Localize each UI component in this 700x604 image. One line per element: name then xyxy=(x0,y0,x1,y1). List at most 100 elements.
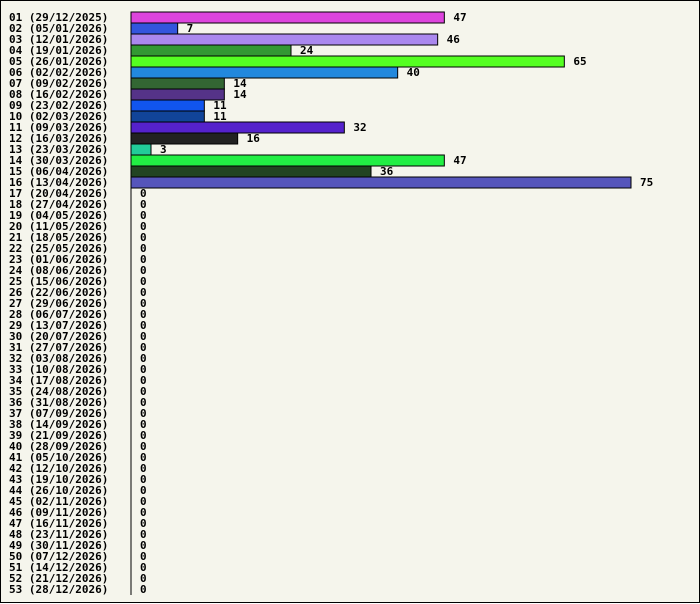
category-label: 11 (09/03/2026) xyxy=(9,121,108,134)
value-label: 0 xyxy=(140,264,147,277)
value-label: 0 xyxy=(140,341,147,354)
category-label: 08 (16/02/2026) xyxy=(9,88,108,101)
value-label: 0 xyxy=(140,451,147,464)
category-label: 49 (30/11/2026) xyxy=(9,539,108,552)
category-label: 30 (20/07/2026) xyxy=(9,330,108,343)
value-label: 7 xyxy=(187,22,194,35)
category-label: 46 (09/11/2026) xyxy=(9,506,108,519)
value-label: 0 xyxy=(140,528,147,541)
value-label: 0 xyxy=(140,473,147,486)
value-label: 0 xyxy=(140,418,147,431)
bar xyxy=(130,11,445,24)
value-label: 24 xyxy=(300,44,314,57)
category-label: 52 (21/12/2026) xyxy=(9,572,108,585)
value-label: 14 xyxy=(233,77,247,90)
value-label: 0 xyxy=(140,429,147,442)
value-label: 0 xyxy=(140,396,147,409)
bar xyxy=(130,44,292,57)
value-label: 65 xyxy=(573,55,586,68)
category-label: 50 (07/12/2026) xyxy=(9,550,108,563)
bar xyxy=(130,121,345,134)
value-label: 0 xyxy=(140,231,147,244)
category-label: 42 (12/10/2026) xyxy=(9,462,108,475)
bar xyxy=(130,143,152,156)
category-label: 38 (14/09/2026) xyxy=(9,418,108,431)
value-label: 0 xyxy=(140,517,147,530)
bar xyxy=(130,132,239,145)
category-label: 12 (16/03/2026) xyxy=(9,132,108,145)
bar xyxy=(130,33,439,46)
value-label: 0 xyxy=(140,462,147,475)
value-label: 0 xyxy=(140,550,147,563)
bar xyxy=(130,66,399,79)
category-label: 02 (05/01/2026) xyxy=(9,22,108,35)
value-label: 0 xyxy=(140,561,147,574)
bar xyxy=(130,154,445,167)
category-label: 29 (13/07/2026) xyxy=(9,319,108,332)
category-label: 13 (23/03/2026) xyxy=(9,143,108,156)
category-label: 39 (21/09/2026) xyxy=(9,429,108,442)
value-label: 0 xyxy=(140,187,147,200)
category-label: 04 (19/01/2026) xyxy=(9,44,108,57)
value-label: 75 xyxy=(640,176,653,189)
category-label: 20 (11/05/2026) xyxy=(9,220,108,233)
value-label: 0 xyxy=(140,539,147,552)
category-label: 09 (23/02/2026) xyxy=(9,99,108,112)
category-label: 07 (09/02/2026) xyxy=(9,77,108,90)
bar xyxy=(130,110,205,123)
category-label: 21 (18/05/2026) xyxy=(9,231,108,244)
value-label: 0 xyxy=(140,220,147,233)
category-label: 01 (29/12/2025) xyxy=(9,11,108,24)
bar xyxy=(130,88,225,101)
value-label: 0 xyxy=(140,242,147,255)
category-label: 51 (14/12/2026) xyxy=(9,561,108,574)
value-label: 0 xyxy=(140,330,147,343)
value-label: 0 xyxy=(140,374,147,387)
value-label: 36 xyxy=(380,165,394,178)
category-label: 22 (25/05/2026) xyxy=(9,242,108,255)
category-label: 26 (22/06/2026) xyxy=(9,286,108,299)
value-label: 3 xyxy=(160,143,167,156)
value-label: 47 xyxy=(453,11,466,24)
bar xyxy=(130,99,205,112)
value-label: 0 xyxy=(140,297,147,310)
value-label: 0 xyxy=(140,495,147,508)
category-label: 40 (28/09/2026) xyxy=(9,440,108,453)
category-label: 25 (15/06/2026) xyxy=(9,275,108,288)
category-label: 36 (31/08/2026) xyxy=(9,396,108,409)
category-label: 31 (27/07/2026) xyxy=(9,341,108,354)
value-label: 0 xyxy=(140,275,147,288)
category-label: 43 (19/10/2026) xyxy=(9,473,108,486)
value-label: 11 xyxy=(213,99,227,112)
value-label: 0 xyxy=(140,440,147,453)
category-label: 18 (27/04/2026) xyxy=(9,198,108,211)
category-label: 03 (12/01/2026) xyxy=(9,33,108,46)
value-label: 46 xyxy=(447,33,461,46)
bar xyxy=(130,165,372,178)
category-label: 15 (06/04/2026) xyxy=(9,165,108,178)
value-label: 47 xyxy=(453,154,466,167)
value-label: 0 xyxy=(140,363,147,376)
value-label: 0 xyxy=(140,286,147,299)
bar xyxy=(130,77,225,90)
category-label: 05 (26/01/2026) xyxy=(9,55,108,68)
value-label: 32 xyxy=(353,121,366,134)
category-label: 10 (02/03/2026) xyxy=(9,110,108,123)
category-label: 14 (30/03/2026) xyxy=(9,154,108,167)
value-label: 0 xyxy=(140,385,147,398)
value-label: 0 xyxy=(140,506,147,519)
category-label: 06 (02/02/2026) xyxy=(9,66,108,79)
value-label: 11 xyxy=(213,110,227,123)
bar xyxy=(130,22,179,35)
category-label: 24 (08/06/2026) xyxy=(9,264,108,277)
category-label: 32 (03/08/2026) xyxy=(9,352,108,365)
value-label: 16 xyxy=(247,132,261,145)
category-label: 34 (17/08/2026) xyxy=(9,374,108,387)
value-label: 40 xyxy=(407,66,420,79)
value-label: 0 xyxy=(140,407,147,420)
bar xyxy=(130,176,632,189)
category-label: 28 (06/07/2026) xyxy=(9,308,108,321)
value-label: 0 xyxy=(140,319,147,332)
